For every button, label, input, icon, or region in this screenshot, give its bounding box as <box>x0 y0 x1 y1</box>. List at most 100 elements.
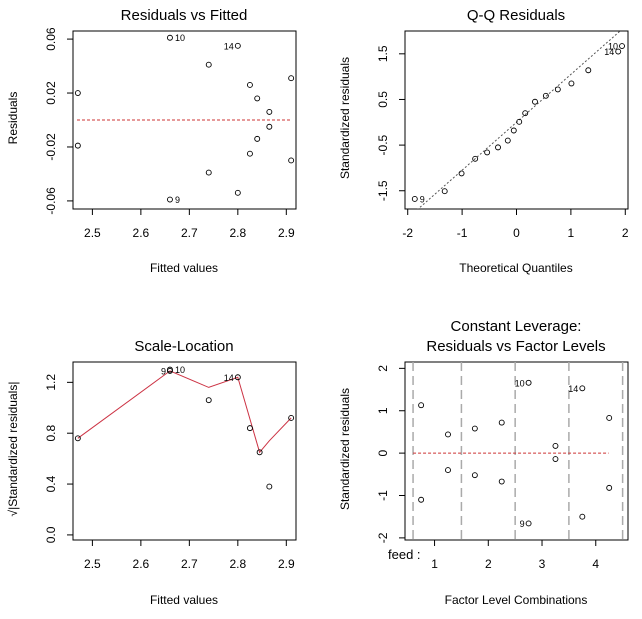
panel-title: Constant Leverage: <box>451 318 582 335</box>
x-axis-label: Theoretical Quantiles <box>459 261 572 275</box>
x-tick-label: 2.5 <box>84 557 101 571</box>
data-point <box>498 478 505 485</box>
point-label: 9 <box>420 194 425 204</box>
point-label: 10 <box>608 42 618 52</box>
data-point <box>619 43 625 50</box>
y-tick-label: 1.5 <box>376 45 390 62</box>
data-point <box>532 98 538 105</box>
x-tick-label: -2 <box>402 226 413 240</box>
x-tick-label: 1 <box>568 226 575 240</box>
point-label: 14 <box>604 47 614 57</box>
plot-frame <box>72 361 297 541</box>
plot-frame <box>404 361 629 541</box>
data-point <box>74 435 81 442</box>
data-point <box>542 92 549 99</box>
data-point <box>288 414 295 421</box>
data-point <box>522 110 529 117</box>
y-tick-label: -0.02 <box>44 133 58 161</box>
x-tick-label: 3 <box>539 557 546 571</box>
point-label: 14 <box>568 384 578 394</box>
plot-frame <box>404 30 629 210</box>
x-tick-label: 2.6 <box>133 226 150 240</box>
data-point <box>246 425 253 432</box>
data-point <box>74 142 81 149</box>
data-point <box>234 189 241 196</box>
data-point <box>418 402 425 409</box>
point-label: 9 <box>520 519 525 529</box>
y-tick-label: -1 <box>376 490 390 501</box>
plot-area-4: 10 9 14 1 2 3 4 -2 -1 0 1 2 <box>376 361 629 571</box>
data-point <box>525 379 532 386</box>
y-tick-label: 0.4 <box>44 475 58 492</box>
data-point <box>74 90 81 96</box>
factor-label: feed : <box>388 547 421 562</box>
data-point <box>418 496 425 503</box>
x-tick-label: 2 <box>622 226 629 240</box>
point-label: 10 <box>515 378 525 388</box>
data-point <box>445 467 451 474</box>
y-tick-label: 1.2 <box>44 374 58 391</box>
data-point <box>471 472 478 479</box>
data-point <box>552 442 559 449</box>
y-axis-label: Residuals <box>6 92 20 145</box>
data-point <box>484 149 491 156</box>
data-point <box>266 483 273 490</box>
data-point <box>445 431 451 438</box>
x-tick-label: -1 <box>457 226 468 240</box>
y-tick-label: 1 <box>376 407 390 414</box>
data-point <box>606 414 613 421</box>
point-label: 9 <box>175 195 180 205</box>
panel-subtitle: Residuals vs Factor Levels <box>426 338 605 355</box>
data-point <box>205 397 212 404</box>
panel-constant-leverage: Constant Leverage: Residuals vs Factor L… <box>338 318 606 607</box>
x-tick-label: 0 <box>513 226 520 240</box>
data-point <box>167 367 173 374</box>
panel-residuals-vs-fitted: Residuals vs Fitted Fitted values Residu… <box>6 7 247 275</box>
y-tick-label: 0.8 <box>44 425 58 442</box>
y-tick-label: -1.5 <box>376 180 390 201</box>
plot-frame <box>72 30 297 210</box>
data-point <box>471 425 478 432</box>
data-point <box>256 449 263 456</box>
plot-area-3: 10 9 14 2.5 2.6 2.7 2.8 2.9 0.0 0.4 0.8 1.2 <box>44 361 297 571</box>
data-point <box>472 155 479 162</box>
y-axis-label: Standardized residuals <box>338 388 352 510</box>
point-label: 10 <box>175 365 185 375</box>
y-tick-label: -2 <box>376 532 390 543</box>
x-tick-label: 2.8 <box>229 226 246 240</box>
data-point <box>525 520 532 527</box>
data-point <box>246 81 253 88</box>
data-point <box>167 196 173 203</box>
data-point <box>266 123 273 130</box>
x-tick-label: 2.5 <box>84 226 101 240</box>
data-point <box>205 169 212 176</box>
data-point <box>234 374 241 381</box>
plot-area-1: 10 9 14 2.5 2.6 2.7 2.8 2.9 -0.06 -0.02 0.02 0.06 <box>44 27 297 240</box>
data-point <box>458 170 465 177</box>
data-point <box>552 456 559 463</box>
data-point <box>585 67 592 74</box>
data-point <box>554 86 561 93</box>
y-axis-label: √|Standardized residuals| <box>6 382 20 517</box>
y-axis-label: Standardized residuals <box>338 57 352 179</box>
data-point <box>441 188 448 195</box>
point-label: 9 <box>161 366 166 376</box>
smooth-line <box>77 370 292 454</box>
y-tick-label: -0.5 <box>376 134 390 155</box>
data-point <box>579 385 586 392</box>
x-tick-label: 2 <box>485 557 492 571</box>
data-point <box>167 34 173 41</box>
y-tick-label: 0.0 <box>44 526 58 543</box>
data-point <box>579 513 586 520</box>
panel-qq-residuals: Q-Q Residuals Theoretical Quantiles Stan… <box>338 7 573 275</box>
y-tick-label: 0.06 <box>44 27 58 51</box>
data-point <box>254 135 261 142</box>
point-label: 14 <box>224 41 234 51</box>
data-point <box>498 419 505 426</box>
panel-title: Residuals vs Fitted <box>121 7 248 24</box>
x-axis-label: Fitted values <box>150 261 218 275</box>
y-tick-label: 0 <box>376 449 390 456</box>
data-point <box>288 75 295 82</box>
